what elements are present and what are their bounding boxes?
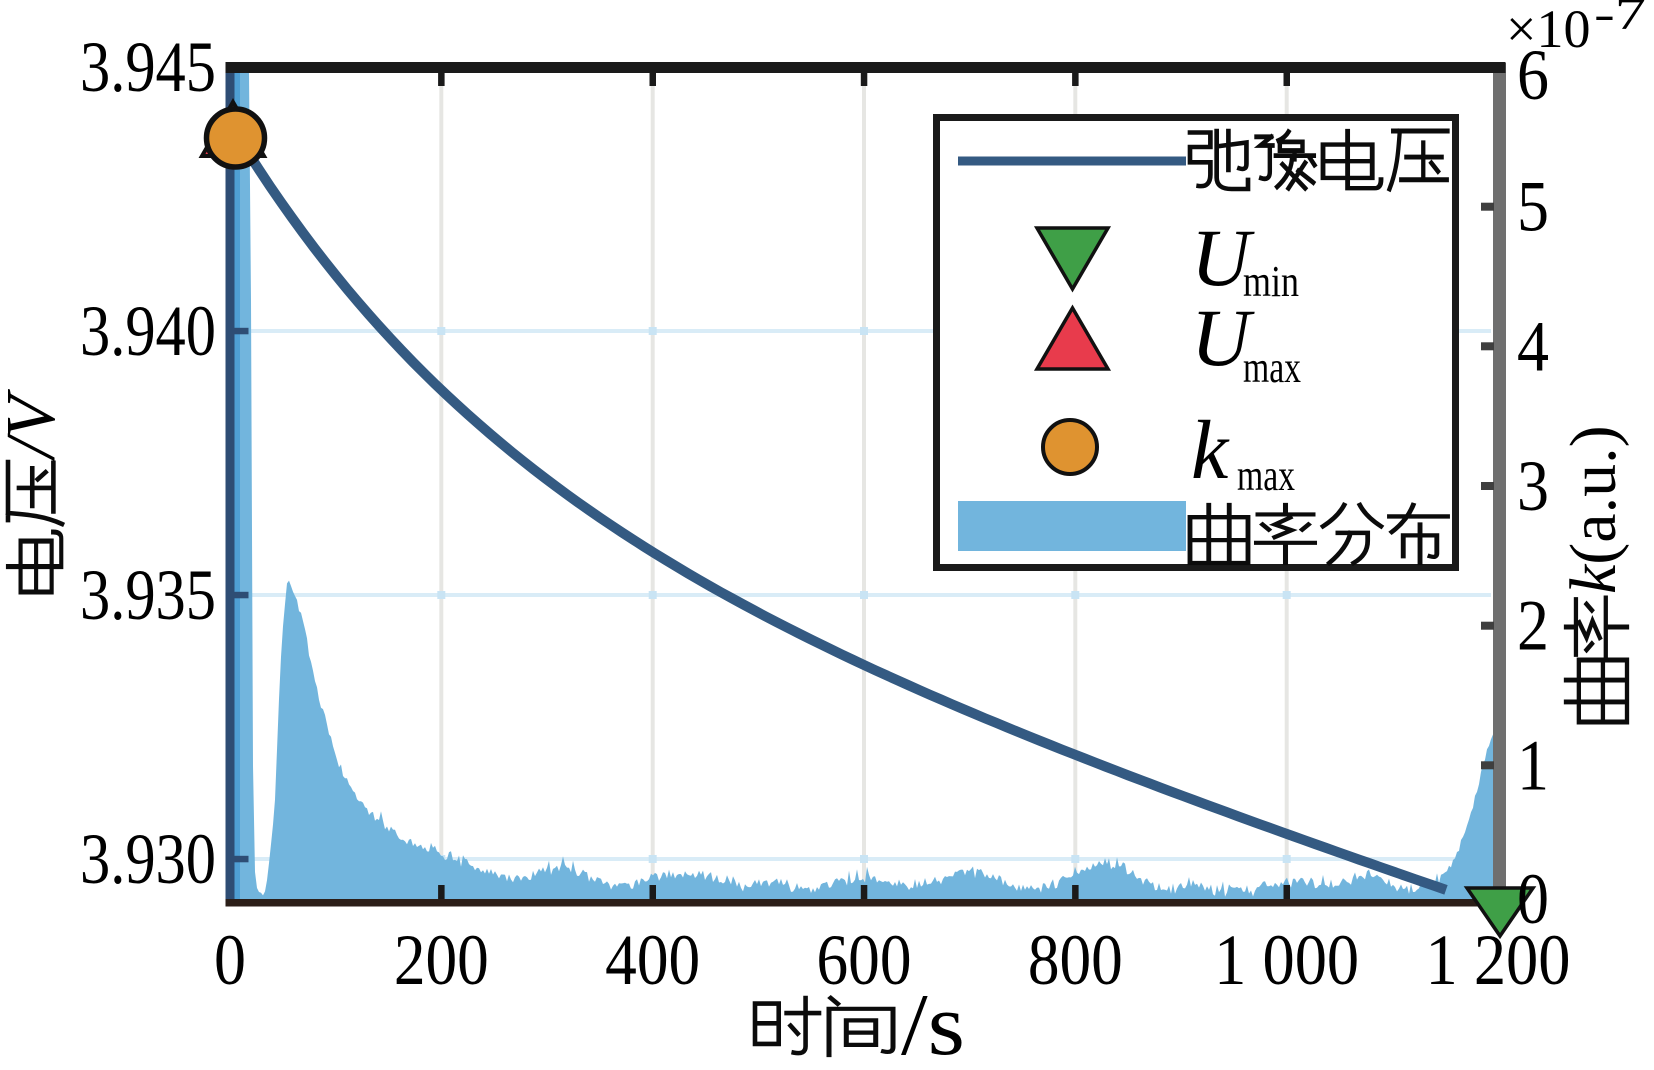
svg-text:U: U — [1191, 292, 1255, 383]
svg-text:max: max — [1243, 343, 1301, 392]
svg-text:1 200: 1 200 — [1425, 920, 1570, 1000]
svg-text:800: 800 — [1028, 920, 1123, 1000]
svg-text:3.935: 3.935 — [80, 555, 216, 635]
svg-text:/s: /s — [901, 977, 965, 1065]
svg-text:1 000: 1 000 — [1214, 920, 1359, 1000]
svg-text:3.940: 3.940 — [80, 291, 216, 371]
svg-text:6: 6 — [1517, 35, 1549, 115]
svg-text:-7: -7 — [1594, 0, 1646, 39]
svg-text:5: 5 — [1517, 167, 1549, 247]
svg-text:max: max — [1237, 451, 1295, 500]
svg-text:min: min — [1243, 257, 1299, 306]
svg-text:400: 400 — [605, 920, 700, 1000]
svg-text:2: 2 — [1517, 586, 1549, 666]
svg-text:×10: ×10 — [1506, 0, 1590, 59]
svg-text:1: 1 — [1517, 725, 1549, 805]
svg-text:200: 200 — [394, 920, 489, 1000]
svg-text:k: k — [1191, 404, 1230, 497]
svg-text:3: 3 — [1517, 446, 1549, 526]
svg-text:0: 0 — [214, 920, 246, 1000]
svg-text:3.945: 3.945 — [80, 27, 216, 107]
svg-text:0: 0 — [1517, 859, 1549, 939]
svg-text:/V: /V — [0, 389, 70, 462]
svg-text:4: 4 — [1517, 306, 1549, 386]
svg-text:600: 600 — [816, 920, 911, 1000]
svg-text:U: U — [1191, 212, 1255, 303]
svg-text:k(a.u.): k(a.u.) — [1557, 425, 1630, 594]
svg-text:3.930: 3.930 — [80, 819, 216, 899]
